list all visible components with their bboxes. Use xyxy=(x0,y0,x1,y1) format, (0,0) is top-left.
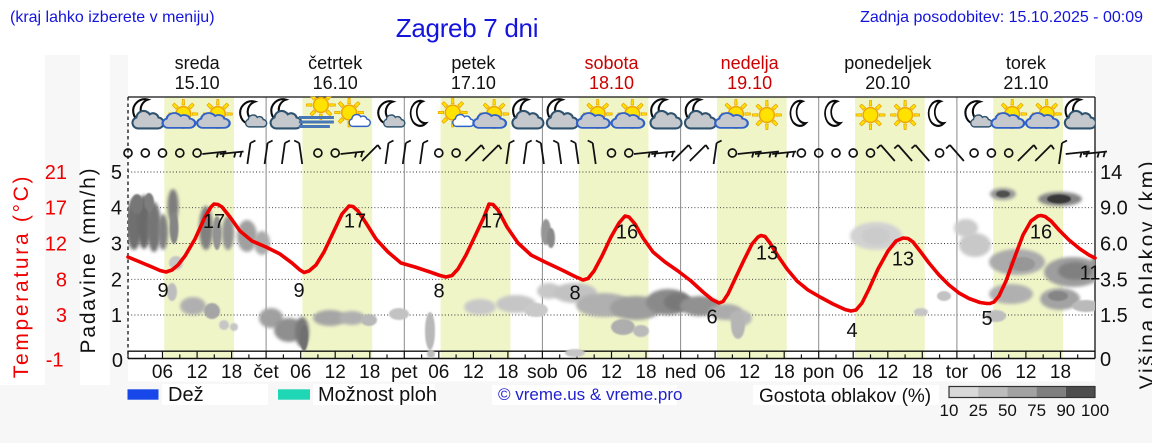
svg-text:13: 13 xyxy=(892,249,914,271)
svg-text:sreda: sreda xyxy=(175,53,221,73)
svg-text:06: 06 xyxy=(152,362,173,383)
svg-text:18: 18 xyxy=(912,362,933,383)
svg-text:8: 8 xyxy=(56,269,67,291)
svg-text:11: 11 xyxy=(1080,263,1101,285)
svg-text:90: 90 xyxy=(1056,401,1075,420)
svg-text:100: 100 xyxy=(1081,401,1109,420)
svg-text:6: 6 xyxy=(706,307,717,329)
svg-text:tor: tor xyxy=(946,362,969,383)
svg-text:0: 0 xyxy=(112,350,123,372)
svg-text:4: 4 xyxy=(846,320,857,342)
svg-text:4: 4 xyxy=(111,198,122,220)
svg-text:15.10: 15.10 xyxy=(175,73,220,93)
svg-text:četrtek: četrtek xyxy=(308,53,363,73)
svg-text:ponedeljek: ponedeljek xyxy=(844,53,932,73)
svg-text:0: 0 xyxy=(1100,349,1111,371)
svg-text:torek: torek xyxy=(1006,53,1047,73)
svg-text:17: 17 xyxy=(45,198,67,220)
svg-text:18: 18 xyxy=(497,362,518,383)
svg-text:50: 50 xyxy=(998,401,1017,420)
svg-text:sobota: sobota xyxy=(584,53,639,73)
svg-text:čet: čet xyxy=(253,362,279,383)
svg-text:12: 12 xyxy=(463,362,484,383)
svg-text:12: 12 xyxy=(1015,362,1036,383)
svg-text:12: 12 xyxy=(325,362,346,383)
svg-text:18.10: 18.10 xyxy=(589,73,634,93)
svg-text:13: 13 xyxy=(756,243,778,265)
svg-text:12: 12 xyxy=(877,362,898,383)
svg-text:06: 06 xyxy=(843,362,864,383)
svg-text:petek: petek xyxy=(451,53,496,73)
svg-text:12: 12 xyxy=(739,362,760,383)
svg-text:Zadnja posodobitev: 15.10.2025: Zadnja posodobitev: 15.10.2025 - 00:09 xyxy=(860,9,1143,26)
svg-text:Padavine (mm/h): Padavine (mm/h) xyxy=(77,167,100,354)
svg-text:8: 8 xyxy=(569,283,580,305)
svg-text:10: 10 xyxy=(940,401,959,420)
svg-text:12: 12 xyxy=(45,234,67,256)
svg-text:Dež: Dež xyxy=(168,384,204,406)
svg-text:1: 1 xyxy=(111,305,122,327)
svg-text:ned: ned xyxy=(665,362,697,383)
svg-text:06: 06 xyxy=(981,362,1002,383)
svg-text:16.10: 16.10 xyxy=(313,73,358,93)
svg-text:14: 14 xyxy=(1100,162,1122,184)
svg-text:Višina oblakov (km): Višina oblakov (km) xyxy=(1136,159,1152,389)
svg-text:16: 16 xyxy=(616,222,638,244)
svg-text:16: 16 xyxy=(1030,222,1052,244)
svg-text:06: 06 xyxy=(428,362,449,383)
svg-text:9.0: 9.0 xyxy=(1100,198,1128,220)
svg-text:17.10: 17.10 xyxy=(451,73,496,93)
svg-text:9: 9 xyxy=(157,280,168,302)
svg-text:(kraj lahko izberete v meniju): (kraj lahko izberete v meniju) xyxy=(10,9,215,26)
svg-text:2: 2 xyxy=(111,269,122,291)
svg-text:-1: -1 xyxy=(46,350,64,372)
svg-text:5: 5 xyxy=(111,162,122,184)
svg-text:17: 17 xyxy=(481,211,503,233)
svg-text:6.0: 6.0 xyxy=(1100,234,1128,256)
svg-text:5: 5 xyxy=(981,308,992,330)
svg-text:3: 3 xyxy=(56,305,67,327)
svg-text:3.5: 3.5 xyxy=(1100,269,1128,291)
svg-text:18: 18 xyxy=(1050,362,1071,383)
svg-text:Gostota oblakov (%): Gostota oblakov (%) xyxy=(759,386,931,407)
svg-text:21.10: 21.10 xyxy=(1003,73,1048,93)
svg-text:9: 9 xyxy=(293,280,304,302)
svg-text:12: 12 xyxy=(187,362,208,383)
svg-text:19.10: 19.10 xyxy=(727,73,772,93)
svg-text:25: 25 xyxy=(969,401,988,420)
svg-text:06: 06 xyxy=(705,362,726,383)
svg-text:sob: sob xyxy=(527,362,558,383)
svg-text:pet: pet xyxy=(391,362,418,383)
svg-text:Temperatura (°C): Temperatura (°C) xyxy=(10,174,33,378)
svg-text:12: 12 xyxy=(601,362,622,383)
svg-text:© vreme.us & vreme.pro: © vreme.us & vreme.pro xyxy=(498,385,682,404)
svg-text:75: 75 xyxy=(1027,401,1046,420)
svg-text:18: 18 xyxy=(221,362,242,383)
svg-text:pon: pon xyxy=(803,362,835,383)
svg-text:3: 3 xyxy=(111,234,122,256)
svg-text:17: 17 xyxy=(203,211,225,233)
svg-text:20.10: 20.10 xyxy=(865,73,910,93)
svg-text:17: 17 xyxy=(344,211,366,233)
svg-text:8: 8 xyxy=(433,281,444,303)
svg-text:18: 18 xyxy=(635,362,656,383)
svg-text:Možnost ploh: Možnost ploh xyxy=(318,384,437,406)
svg-text:nedelja: nedelja xyxy=(721,53,780,73)
svg-text:Zagreb 7 dni: Zagreb 7 dni xyxy=(396,13,538,43)
svg-text:06: 06 xyxy=(566,362,587,383)
svg-text:18: 18 xyxy=(359,362,380,383)
svg-text:06: 06 xyxy=(290,362,311,383)
svg-text:18: 18 xyxy=(774,362,795,383)
svg-text:1.5: 1.5 xyxy=(1100,305,1128,327)
svg-text:21: 21 xyxy=(45,162,67,184)
